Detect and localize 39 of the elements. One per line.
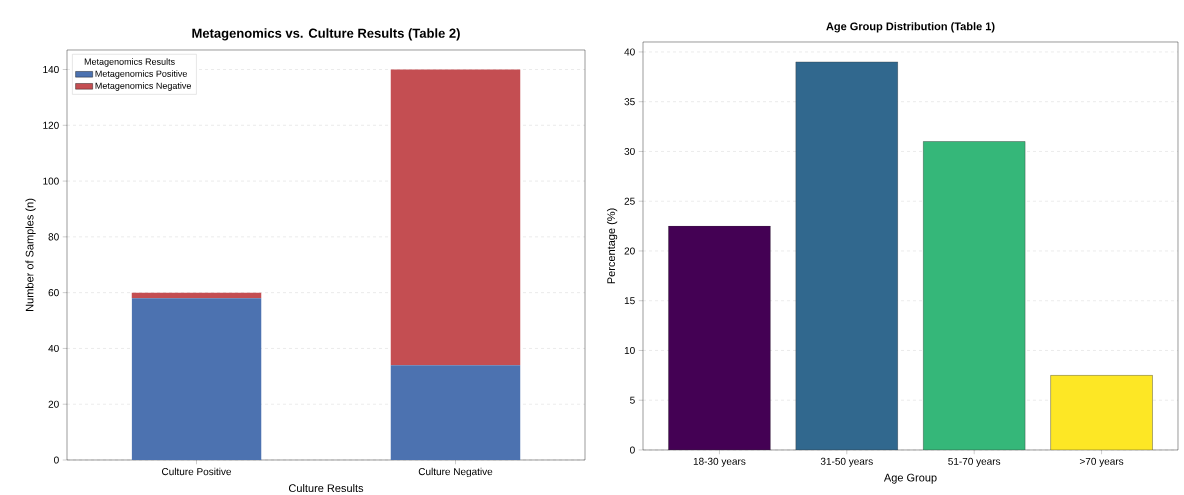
y-tick-label: 25: [624, 197, 635, 205]
y-tick-label: 40: [48, 344, 59, 352]
bar: [1050, 375, 1153, 450]
y-tick-label: 0: [54, 456, 59, 464]
legend-label: Metagenomics Positive: [95, 70, 187, 79]
x-tick-label: 51-70 years: [948, 457, 1001, 467]
y-tick-label: 120: [43, 121, 59, 129]
y-tick-label: 80: [48, 233, 59, 241]
x-axis-title: Culture Results: [288, 483, 364, 493]
y-axis-title: Number of Samples (n): [25, 198, 36, 311]
legend-title: Metagenomics Results: [84, 58, 175, 67]
bar: [131, 298, 262, 460]
bar: [923, 141, 1026, 450]
y-tick-label: 5: [630, 396, 635, 404]
x-axis-title: Age Group: [883, 473, 937, 484]
y-axis-title: Percentage (%): [606, 208, 618, 284]
legend-label: Metagenomics Negative: [95, 82, 191, 91]
bar: [795, 61, 898, 450]
bar: [390, 365, 521, 460]
y-tick-label: 140: [43, 65, 59, 74]
y-tick-label: 20: [624, 247, 635, 255]
y-tick-label: 20: [48, 400, 59, 408]
y-tick-label: 40: [624, 48, 635, 56]
x-tick-label: >70 years: [1079, 457, 1124, 467]
x-tick-label: Culture Negative: [418, 467, 493, 478]
x-tick-label: 31-50 years: [820, 457, 873, 467]
y-tick-label: 10: [624, 346, 635, 355]
bar: [390, 69, 521, 366]
x-tick-label: Culture Positive: [162, 467, 232, 476]
y-tick-label: 35: [624, 98, 635, 106]
y-tick-label: 30: [624, 147, 635, 155]
chart-title: Metagenomics vs. Culture Results (Table 2): [192, 28, 460, 41]
bar: [668, 225, 771, 450]
y-tick-label: 60: [48, 289, 59, 297]
y-tick-label: 0: [630, 446, 635, 454]
y-tick-label: 100: [43, 177, 59, 185]
x-tick-label: 18-30 years: [693, 457, 746, 467]
chart-title: Age Group Distribution (Table 1): [826, 22, 995, 33]
y-tick-label: 15: [624, 297, 635, 305]
